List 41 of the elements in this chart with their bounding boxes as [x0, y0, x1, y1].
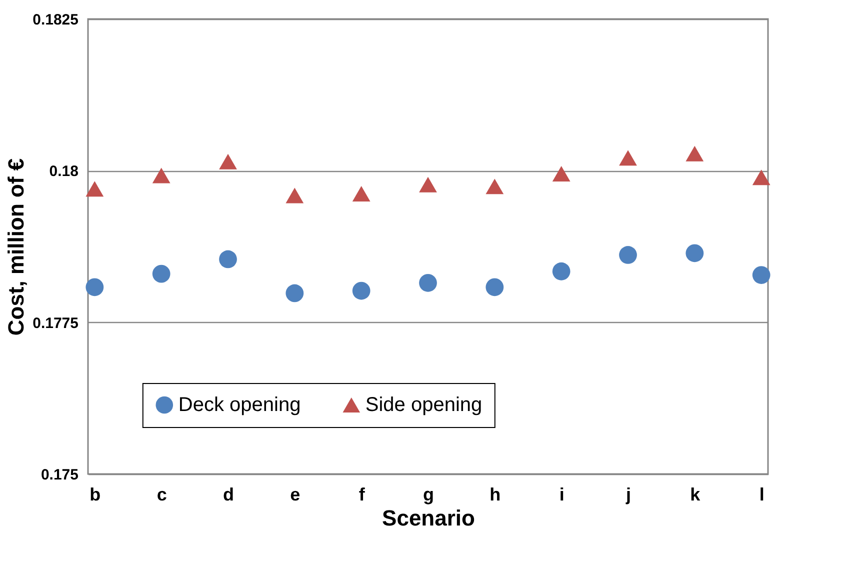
- y-tick-label: 0.175: [40, 466, 78, 484]
- point: [752, 170, 770, 186]
- legend-label: Deck opening: [178, 394, 301, 416]
- point: [86, 181, 104, 197]
- point: [552, 166, 570, 182]
- point: [486, 178, 504, 194]
- x-tick-label: g: [423, 484, 434, 504]
- point: [352, 282, 370, 300]
- point: [419, 176, 437, 192]
- y-tick-label: 0.18: [49, 163, 78, 180]
- point: [419, 274, 437, 292]
- y-tick-label: 0.1775: [32, 314, 78, 332]
- x-tick-label: j: [624, 484, 632, 504]
- legend-label: Side opening: [365, 394, 482, 416]
- x-axis-title: Scenario: [382, 506, 475, 530]
- point: [286, 284, 304, 302]
- x-tick-label: l: [759, 484, 764, 504]
- x-tick-label: b: [90, 484, 101, 504]
- point: [152, 168, 170, 184]
- point: [686, 146, 704, 162]
- point: [219, 250, 237, 268]
- y-axis-title: Cost, million of €: [4, 158, 29, 336]
- x-tick-label: d: [223, 484, 234, 504]
- point: [152, 264, 170, 283]
- x-tick-label: c: [156, 484, 167, 504]
- point: [619, 150, 637, 166]
- x-tick-label: i: [559, 484, 564, 504]
- y-tick-label: 0.1825: [32, 12, 78, 28]
- x-tick-label: k: [690, 484, 702, 504]
- point: [486, 278, 504, 296]
- point: [286, 188, 304, 204]
- point: [619, 246, 637, 264]
- point: [219, 154, 237, 170]
- point: [86, 278, 104, 296]
- point: [752, 266, 770, 284]
- x-tick-label: h: [490, 484, 501, 504]
- x-tick-label: f: [358, 484, 366, 504]
- point: [552, 262, 570, 280]
- point: [686, 244, 704, 262]
- point: [352, 186, 370, 202]
- x-tick-label: e: [290, 484, 300, 504]
